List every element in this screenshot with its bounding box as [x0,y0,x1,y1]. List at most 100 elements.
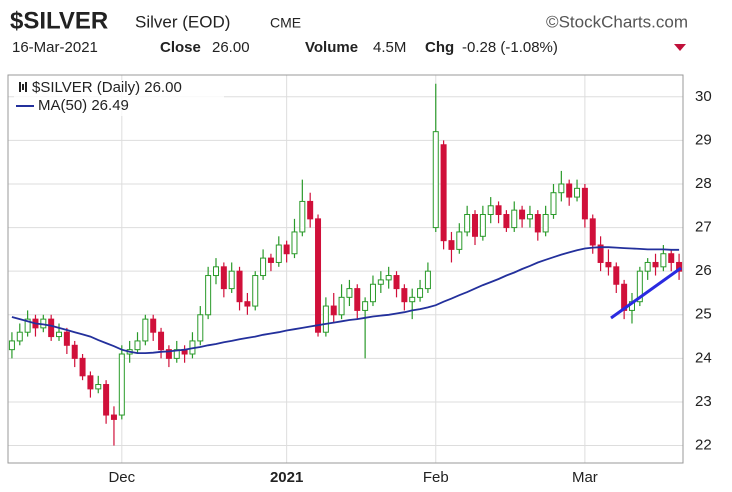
down-arrow [674,44,686,51]
moving-average-line [11,246,680,354]
candle-body [299,200,306,233]
candle-body [534,214,541,233]
candle-body [550,192,557,216]
candle-body [464,214,471,233]
y-tick-label: 24 [695,349,712,366]
candle-body [150,318,157,333]
candle-body [87,375,94,390]
candle-body [236,270,243,303]
candle-body [479,214,486,237]
candle-body [134,340,141,351]
volume-value: 4.5M [373,39,406,56]
legend-box [14,80,224,116]
candle-body [385,275,392,281]
candle-body [16,331,23,342]
exchange: CME [270,15,301,31]
y-tick-label: 25 [695,306,712,323]
candle-body [409,296,416,303]
x-tick-label: Dec [108,469,135,486]
date: 16-Mar-2021 [12,39,98,56]
candle-body [244,301,251,307]
candle-body [118,353,125,416]
candle-body [24,318,31,333]
candle-body [110,414,117,420]
candle-body [605,261,612,268]
candle-body [307,200,314,220]
legend-candle-icon [19,82,27,92]
candle-body [252,275,259,307]
candle-body [668,253,675,263]
candle-body [228,270,235,290]
candle-body [503,214,510,229]
x-tick-label: Feb [423,469,449,486]
plot-area [8,75,683,463]
candle-body [8,340,15,351]
y-tick-label: 28 [695,175,712,192]
candle-body [487,205,494,216]
y-tick-label: 30 [695,88,712,105]
candle-body [511,209,518,229]
candle-body [330,305,337,316]
candle-body [644,261,651,272]
candle-body [63,331,70,346]
candle-body [212,266,219,277]
change-value: -0.28 (-1.08%) [462,39,558,56]
candle-body [71,344,78,359]
candle-body [613,266,620,285]
candle-body [448,240,455,250]
candle-body [95,384,102,390]
candle-body [652,261,659,268]
candle-body [542,214,549,233]
candle-body [581,187,588,220]
candle-body [322,305,329,333]
candle-body [566,183,573,198]
candle-body [519,209,526,220]
candle-body [103,384,110,416]
candle-body [158,331,165,351]
candle-body [260,257,267,277]
subtitle: Silver (EOD) [135,12,230,31]
volume-label: Volume [305,39,358,56]
candle-body [417,288,424,298]
candle-body [197,314,204,342]
candle-body [597,244,604,263]
candle-body [377,279,384,285]
x-tick-label: Mar [572,469,598,486]
candle-body [267,257,274,263]
candle-body [472,214,479,237]
candle-body [283,244,290,255]
legend-label: $SILVER (Daily) 26.00 [32,79,182,96]
candle-body [56,331,63,338]
candle-body [346,288,353,298]
candle-body [401,288,408,303]
candle-body [275,244,282,263]
close-value: 26.00 [212,39,250,56]
candle-body [362,301,369,311]
candle-body [495,205,502,216]
candle-body [558,183,565,194]
candle-body [574,187,581,198]
chart-title: $SILVER [10,7,108,34]
candle-body [636,270,643,303]
candle-body [354,288,361,311]
candle-body [338,296,345,316]
y-tick-label: 26 [695,262,712,279]
candle-body [205,275,212,316]
y-tick-label: 27 [695,219,712,236]
candle-body [526,214,533,220]
candle-body [440,144,447,242]
source: ©StockCharts.com [546,12,688,31]
candle-body [369,283,376,303]
candle-body [432,131,439,229]
candle-body [424,270,431,290]
candle-body [165,349,172,359]
change-label: Chg [425,39,454,56]
close-label: Close [160,39,201,56]
x-tick-label: 2021 [270,469,303,486]
y-tick-label: 23 [695,393,712,410]
candle-body [589,218,596,246]
candle-body [291,231,298,255]
candle-body [393,275,400,290]
